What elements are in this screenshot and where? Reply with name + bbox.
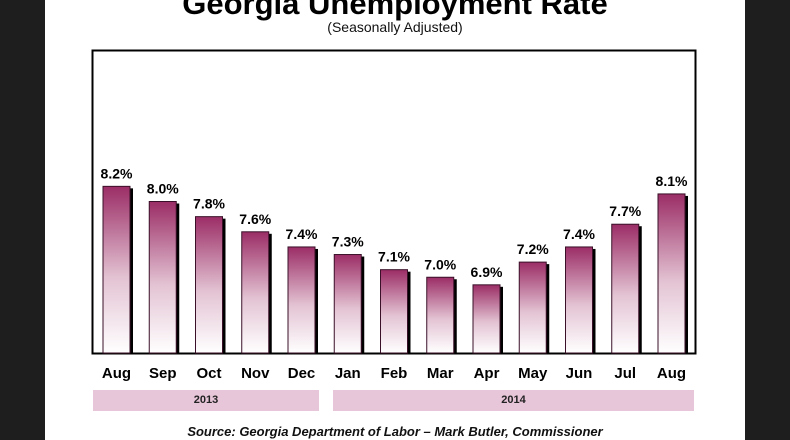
data-label: 7.4% xyxy=(563,226,595,242)
bar xyxy=(518,261,547,354)
chart-subtitle: (Seasonally Adjusted) xyxy=(327,19,463,35)
bar xyxy=(287,246,316,354)
data-label: 8.0% xyxy=(147,181,179,197)
plot-area xyxy=(91,49,697,355)
x-tick-label: May xyxy=(518,365,548,382)
x-tick-label: Sep xyxy=(149,365,177,382)
x-tick-label: Jun xyxy=(566,365,593,382)
bar xyxy=(241,231,270,354)
data-label: 8.1% xyxy=(656,173,688,189)
bar xyxy=(426,276,455,354)
x-tick-label: Jan xyxy=(335,365,361,382)
data-label: 7.6% xyxy=(239,211,271,227)
bar xyxy=(148,201,177,354)
source-note: Source: Georgia Department of Labor – Ma… xyxy=(187,424,603,439)
data-label: 7.4% xyxy=(286,226,318,242)
bar xyxy=(472,284,501,354)
data-label: 7.3% xyxy=(332,234,364,250)
bar xyxy=(195,216,223,354)
data-label: 8.2% xyxy=(101,165,133,181)
x-tick-label: Mar xyxy=(427,365,454,382)
bar xyxy=(102,185,131,354)
data-label: 7.8% xyxy=(193,196,225,212)
year-band-2014: 2014 xyxy=(333,390,694,411)
x-tick-label: Feb xyxy=(381,365,408,382)
data-label: 7.2% xyxy=(517,241,549,257)
x-tick-label: Aug xyxy=(657,365,686,382)
x-tick-label: Nov xyxy=(241,365,270,382)
x-tick-label: Apr xyxy=(474,365,500,382)
x-tick-label: Dec xyxy=(288,365,316,382)
data-label: 7.1% xyxy=(378,249,410,265)
bar xyxy=(611,223,640,354)
bar xyxy=(380,269,408,354)
bar xyxy=(657,193,686,354)
bar xyxy=(565,246,593,354)
bar xyxy=(333,254,362,354)
data-label: 7.7% xyxy=(609,203,641,219)
chart-title: Georgia Unemployment Rate xyxy=(182,0,608,21)
x-tick-label: Jul xyxy=(614,365,636,382)
data-label: 7.0% xyxy=(424,256,456,272)
year-band-2013: 2013 xyxy=(93,390,319,411)
x-tick-label: Oct xyxy=(196,365,221,382)
x-tick-label: Aug xyxy=(102,365,131,382)
data-label: 6.9% xyxy=(471,264,503,280)
